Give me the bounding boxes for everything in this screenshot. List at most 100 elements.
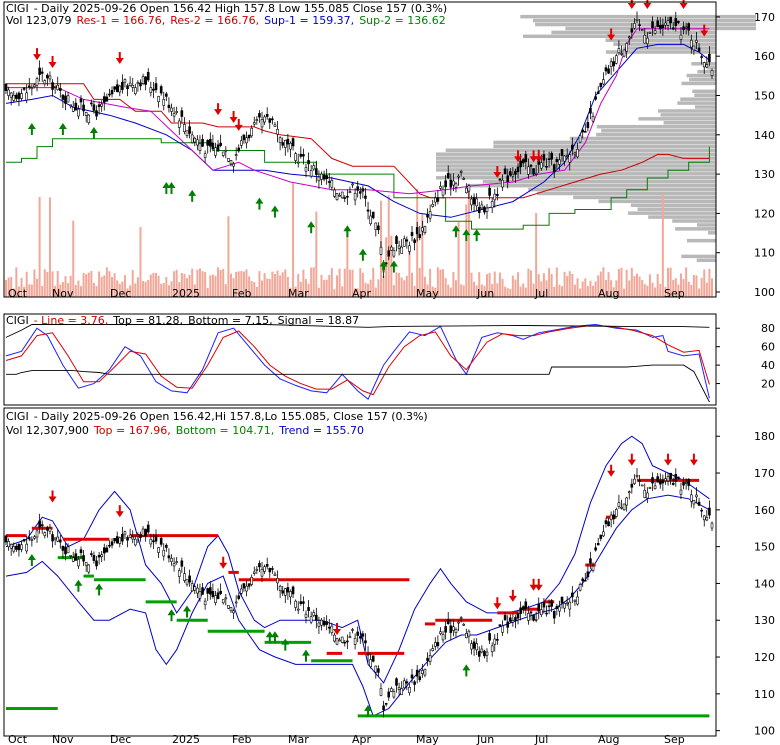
candle — [604, 67, 608, 72]
candle — [630, 28, 634, 33]
candle — [586, 571, 590, 578]
candle — [38, 67, 41, 75]
candle — [565, 602, 569, 605]
candle — [265, 563, 269, 567]
volume-bar — [36, 278, 39, 297]
volume-bar — [460, 284, 463, 297]
candle — [702, 515, 706, 521]
candle — [48, 75, 52, 80]
volume-at-price-bar — [663, 121, 716, 125]
candle — [555, 159, 559, 162]
candle — [162, 549, 166, 557]
candle — [496, 638, 499, 641]
candle — [661, 24, 665, 28]
volume-at-price-bar — [692, 89, 716, 94]
volume-at-price-bar — [528, 187, 716, 192]
volume-at-price-bar — [596, 124, 716, 129]
candle — [615, 55, 618, 64]
candle — [578, 584, 582, 591]
candle — [82, 104, 85, 112]
volume-at-price-bar — [648, 215, 716, 219]
volume-at-price-bar — [622, 46, 716, 50]
volume-bar — [361, 272, 364, 297]
candle — [343, 641, 347, 644]
candle — [454, 183, 458, 188]
candle — [245, 585, 248, 592]
volume-bar — [496, 283, 499, 297]
volume-at-price-bar — [689, 77, 716, 82]
candle — [242, 134, 246, 141]
candle — [446, 619, 450, 625]
candle — [59, 87, 62, 91]
candle — [351, 183, 354, 186]
candle — [126, 85, 129, 89]
volume-bar — [586, 286, 589, 297]
candle — [12, 546, 16, 552]
candle — [286, 138, 290, 145]
candle — [198, 591, 202, 599]
volume-at-price-bar — [532, 18, 756, 23]
candle — [258, 113, 261, 118]
volume-bar — [162, 283, 165, 297]
candle — [633, 23, 636, 29]
volume-bar — [139, 227, 142, 297]
candle — [400, 246, 403, 254]
volume-at-price-bar — [637, 207, 716, 211]
volume-at-price-bar — [551, 30, 716, 35]
candle — [568, 154, 572, 163]
candle — [377, 225, 380, 231]
volume-bar — [323, 280, 326, 297]
y-tick-label: 140 — [754, 129, 775, 142]
candle — [508, 171, 512, 176]
candle — [193, 586, 197, 591]
candle — [635, 474, 639, 477]
up-arrow-icon — [379, 260, 388, 267]
volume-bar — [111, 277, 114, 297]
candle — [152, 540, 155, 543]
candle — [152, 88, 155, 91]
candle — [9, 92, 13, 98]
volume-bar — [400, 277, 403, 297]
candle — [22, 87, 26, 90]
volume-bar — [261, 280, 264, 297]
candle — [165, 544, 168, 548]
candle — [421, 670, 424, 674]
candle — [219, 590, 222, 594]
candle — [677, 476, 680, 479]
candle — [40, 524, 44, 527]
candle — [604, 520, 608, 525]
candle — [12, 95, 16, 101]
candle — [20, 93, 23, 99]
candle — [92, 555, 96, 561]
volume-bar — [387, 195, 390, 297]
candle — [273, 124, 277, 127]
candle — [167, 555, 171, 559]
volume-bar — [488, 272, 491, 297]
signal-label: Signal = 18.87 — [278, 314, 360, 327]
candle — [175, 111, 178, 113]
volume-bar — [64, 276, 67, 297]
volume-bar — [242, 271, 245, 297]
candle — [457, 621, 460, 624]
candle — [563, 602, 566, 609]
candle — [426, 657, 429, 661]
volume-bar — [651, 282, 654, 297]
up-arrow-icon — [364, 704, 373, 711]
volume-bar — [418, 267, 421, 297]
volume-bar — [542, 273, 545, 297]
symbol-label: CIGI — [6, 314, 29, 327]
candle — [361, 633, 365, 637]
candle — [353, 637, 357, 645]
volume-at-price-bar — [697, 69, 716, 74]
candle — [682, 26, 685, 31]
volume-bar — [405, 275, 408, 297]
candle — [346, 195, 349, 198]
candle — [265, 114, 269, 117]
candle — [237, 147, 241, 152]
volume-bar — [659, 283, 662, 297]
candle — [237, 595, 241, 599]
candle — [227, 605, 230, 609]
volume-bar — [677, 284, 680, 297]
candle — [134, 87, 137, 94]
candle — [682, 481, 685, 486]
